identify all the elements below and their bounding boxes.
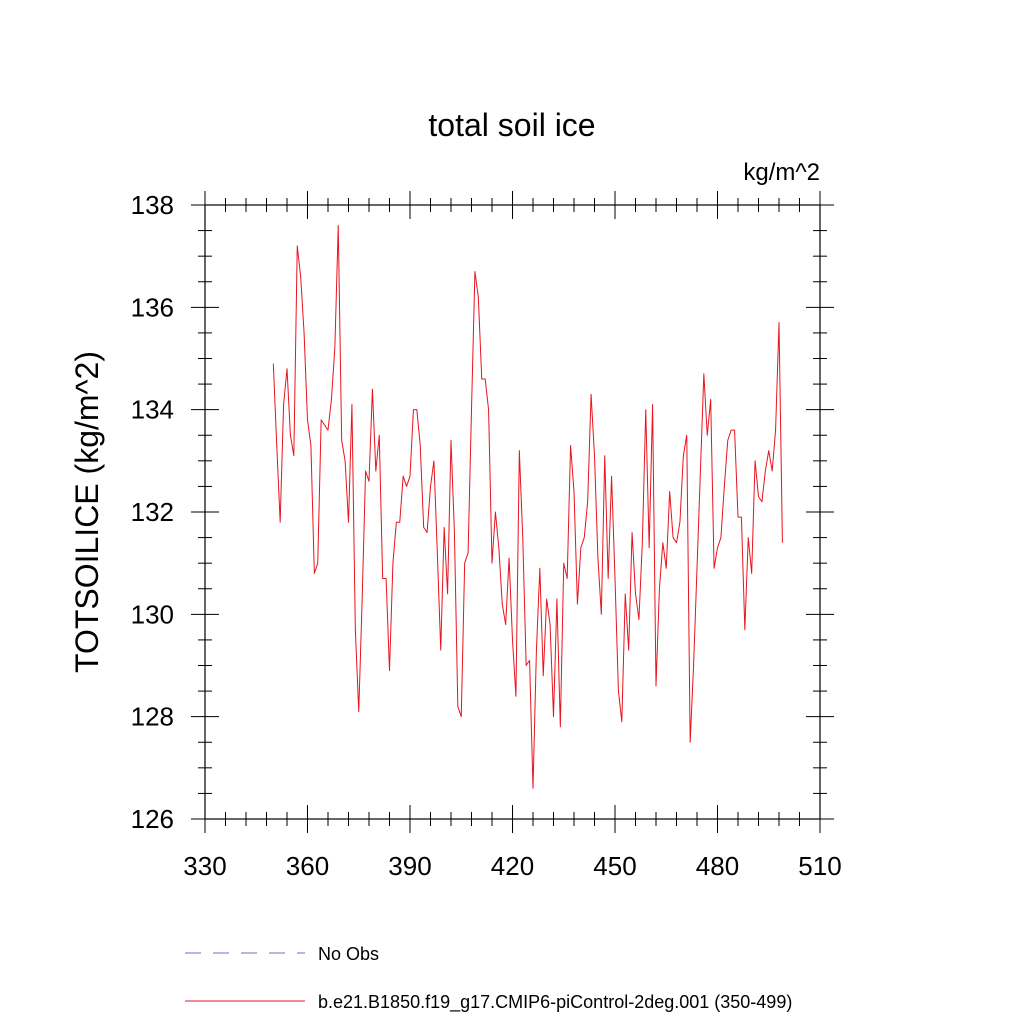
x-tick-label: 450 (593, 851, 636, 881)
x-tick-label: 330 (183, 851, 226, 881)
y-tick-label: 136 (131, 292, 174, 322)
legend-label-model: b.e21.B1850.f19_g17.CMIP6-piControl-2deg… (318, 992, 792, 1013)
legend: No Obs b.e21.B1850.f19_g17.CMIP6-piContr… (185, 944, 792, 1013)
units-label: kg/m^2 (743, 159, 820, 186)
y-tick-label: 130 (131, 599, 174, 629)
y-tick-label: 132 (131, 497, 174, 527)
y-tick-labels: 126 128 130 132 134 136 138 (131, 190, 174, 834)
x-tick-label: 480 (696, 851, 739, 881)
y-tick-label: 138 (131, 190, 174, 220)
x-tick-label: 510 (798, 851, 841, 881)
x-tick-label: 390 (388, 851, 431, 881)
y-axis-label: TOTSOILICE (kg/m^2) (69, 351, 105, 673)
series-line (272, 224, 783, 789)
axes (204, 204, 821, 820)
tick-marks (191, 191, 834, 833)
plot-frame (204, 204, 821, 820)
y-tick-label: 134 (131, 395, 174, 425)
x-tick-labels: 330 360 390 420 450 480 510 (183, 851, 841, 881)
chart-title: total soil ice (428, 107, 595, 143)
y-tick-label: 128 (131, 702, 174, 732)
legend-label-no-obs: No Obs (318, 944, 379, 964)
y-tick-label: 126 (131, 804, 174, 834)
x-tick-label: 420 (491, 851, 534, 881)
x-tick-label: 360 (286, 851, 329, 881)
series-lines (272, 224, 783, 789)
